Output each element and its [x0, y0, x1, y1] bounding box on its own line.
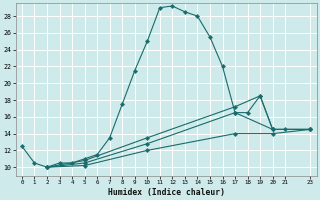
- X-axis label: Humidex (Indice chaleur): Humidex (Indice chaleur): [108, 188, 225, 197]
